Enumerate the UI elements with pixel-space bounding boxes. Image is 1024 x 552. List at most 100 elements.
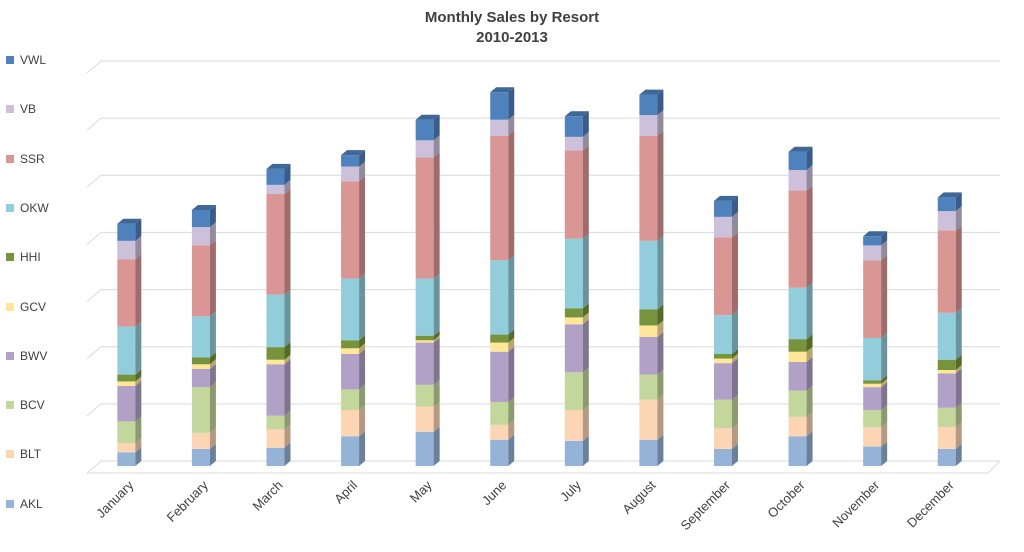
x-tick-label: July — [557, 477, 584, 504]
bar-side-gcv — [209, 359, 216, 369]
legend-label: AKL — [20, 496, 43, 511]
bar-side-vwl — [955, 192, 962, 212]
x-tick-label: August — [619, 477, 658, 516]
bar-side-ssr — [135, 254, 142, 327]
bar-side-hhi — [433, 330, 440, 341]
bar-side-gcv — [508, 337, 515, 352]
bar-side-hhi — [508, 329, 515, 343]
bar-side-hhi — [209, 352, 216, 365]
bar-segment-okw — [713, 315, 732, 354]
floor-right-edge — [987, 460, 1001, 474]
legend-item-bwv: BWV — [6, 348, 47, 364]
bar-top — [415, 114, 440, 120]
bar-top — [863, 231, 888, 237]
bar-side-gcv — [731, 353, 738, 364]
bar-segment-okw — [564, 238, 583, 309]
bar-side-blt — [284, 424, 291, 448]
bar-segment-vb — [191, 227, 210, 246]
bar-side-vwl — [135, 218, 142, 241]
bar-side-bwv — [582, 319, 589, 373]
bar-segment-hhi — [937, 359, 956, 370]
bar-segment-blt — [564, 410, 583, 441]
bar-top — [490, 87, 515, 93]
gridline-side — [86, 460, 102, 474]
bar-segment-blt — [863, 427, 882, 447]
bar-segment-okw — [117, 326, 136, 375]
bar-segment-bwv — [117, 386, 136, 422]
legend-item-hhi: HHI — [6, 249, 41, 265]
bar-top — [639, 89, 664, 95]
bar-segment-bcv — [639, 374, 658, 400]
bar-segment-hhi — [415, 335, 434, 341]
bar-side-bcv — [582, 367, 589, 410]
bar-segment-vwl — [863, 236, 882, 246]
bar-side-blt — [359, 405, 366, 437]
bar-side-hhi — [284, 342, 291, 360]
bar-segment-vwl — [713, 200, 732, 217]
legend-swatch — [6, 105, 14, 114]
bar-side-gcv — [433, 335, 440, 343]
bar-segment-blt — [639, 399, 658, 440]
bar-side-vwl — [433, 114, 440, 141]
bar-segment-blt — [415, 406, 434, 432]
bar-segment-gcv — [341, 348, 360, 354]
legend-label: BWV — [20, 348, 48, 363]
bar-side-bwv — [731, 358, 738, 400]
bar-side-ssr — [433, 152, 440, 279]
bar-side-hhi — [731, 349, 738, 359]
bar-side-gcv — [359, 343, 366, 354]
x-tick-label: December — [904, 477, 957, 530]
bar-side-bcv — [806, 385, 813, 417]
bar-side-okw — [209, 311, 216, 358]
bar-side-bcv — [284, 410, 291, 430]
bar-segment-okw — [341, 278, 360, 341]
legend-label: SSR — [20, 151, 45, 166]
bar-segment-vb — [713, 216, 732, 238]
bar-segment-hhi — [117, 374, 136, 382]
bar-side-gcv — [284, 354, 291, 365]
legend-item-vb: VB — [6, 101, 36, 117]
bar-segment-gcv — [863, 383, 882, 388]
bar-segment-bcv — [266, 415, 285, 430]
gridline-side — [86, 174, 102, 188]
legend-label: OKW — [20, 200, 49, 215]
bar-segment-akl — [863, 446, 882, 466]
bar-side-blt — [657, 394, 664, 440]
bar-side-bwv — [955, 368, 962, 408]
bar-segment-bcv — [341, 389, 360, 410]
bar-segment-ssr — [639, 135, 658, 241]
gridline-side — [86, 346, 102, 360]
bar-side-vb — [955, 206, 962, 231]
bar-side-blt — [731, 423, 738, 449]
bar-segment-vb — [863, 245, 882, 261]
bar-side-vb — [731, 211, 738, 238]
x-tick-label: February — [164, 477, 212, 525]
bar-segment-okw — [266, 294, 285, 348]
bar-segment-okw — [191, 316, 210, 358]
bar-segment-akl — [191, 448, 210, 466]
bar-segment-okw — [415, 278, 434, 336]
bar-side-okw — [955, 307, 962, 360]
bar-segment-bwv — [788, 362, 807, 391]
bar-segment-akl — [937, 448, 956, 466]
x-tick-label: January — [93, 477, 137, 521]
bar-segment-ssr — [191, 245, 210, 317]
bar-side-akl — [582, 435, 589, 466]
bar-segment-bwv — [191, 368, 210, 388]
legend-item-akl: AKL — [6, 496, 43, 512]
bar-segment-blt — [191, 432, 210, 449]
bar-side-gcv — [135, 376, 142, 386]
bar-side-okw — [135, 321, 142, 375]
bar-segment-vwl — [191, 210, 210, 228]
bar-segment-bwv — [266, 364, 285, 416]
bar-side-akl — [955, 443, 962, 466]
bar-side-vwl — [284, 163, 291, 185]
bar-segment-ssr — [341, 181, 360, 279]
bar-segment-bwv — [713, 363, 732, 400]
bar-segment-vwl — [415, 119, 434, 141]
bar-side-vb — [359, 161, 366, 182]
bar-segment-akl — [341, 436, 360, 466]
bar-top — [713, 195, 738, 201]
bar-side-okw — [359, 273, 366, 341]
